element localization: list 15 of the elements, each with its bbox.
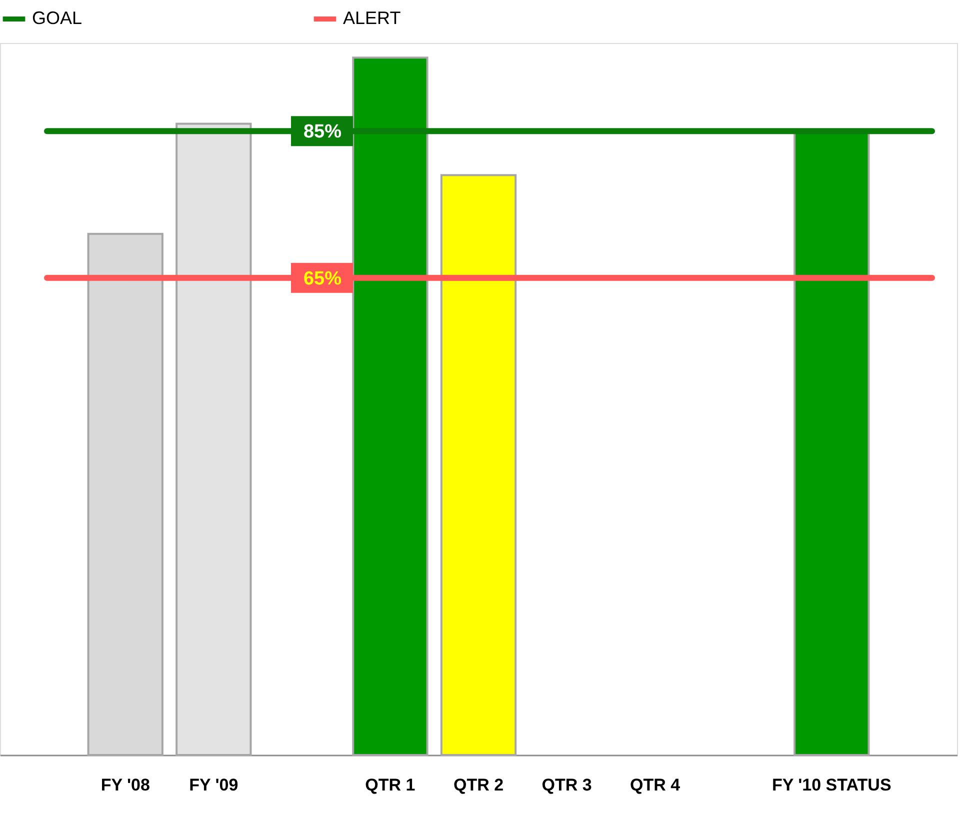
y-tick-label: 65% bbox=[303, 268, 342, 290]
x-tick-label: QTR 2 bbox=[453, 776, 504, 794]
x-tick-label: QTR 3 bbox=[542, 776, 592, 794]
legend-label: ALERT bbox=[343, 8, 401, 28]
x-tick-label: FY '10 STATUS bbox=[772, 776, 892, 794]
legend-label: GOAL bbox=[32, 8, 82, 28]
bar bbox=[176, 122, 252, 756]
bar bbox=[87, 232, 164, 756]
x-tick-label: QTR 1 bbox=[365, 776, 416, 794]
bar bbox=[440, 174, 517, 756]
x-tick-label: FY '08 bbox=[100, 776, 150, 794]
y-tick-label: 85% bbox=[303, 122, 342, 143]
bar bbox=[352, 56, 428, 756]
x-tick-label: FY '09 bbox=[189, 776, 238, 794]
x-tick-label: QTR 4 bbox=[630, 776, 681, 794]
